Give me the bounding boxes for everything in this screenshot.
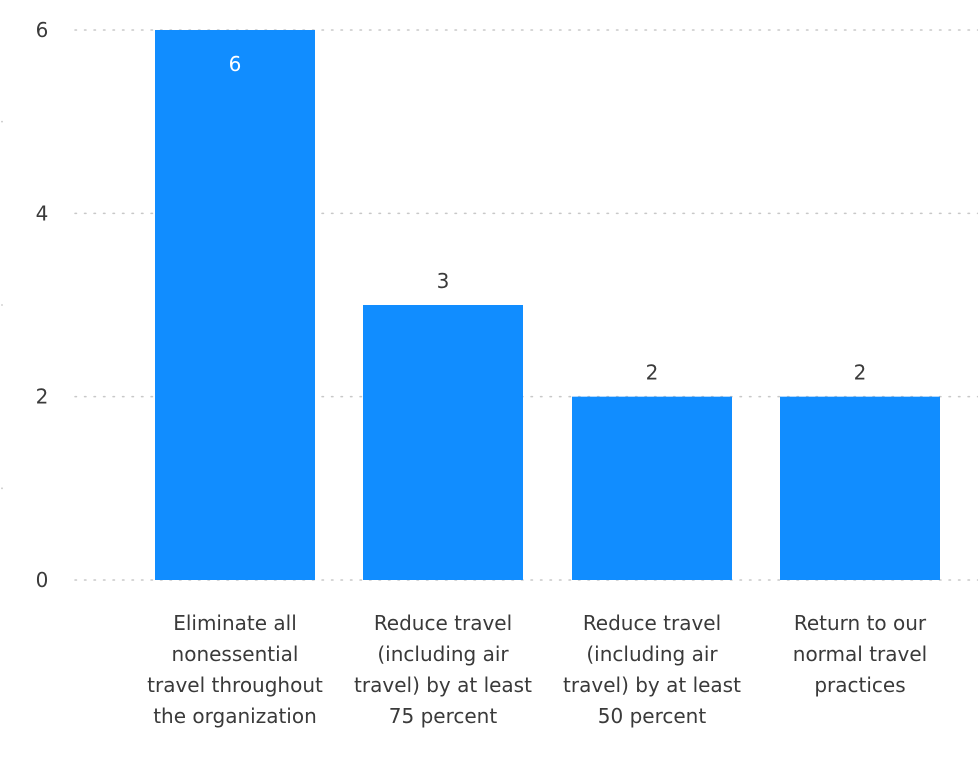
data-label: 3 [437,269,450,293]
data-label: 2 [854,361,867,385]
axis-dot [1,120,3,123]
bar [363,305,523,580]
bar [155,30,315,580]
y-tick-label: 0 [36,568,49,592]
data-label: 6 [229,52,242,76]
data-label: 2 [646,361,659,385]
bar [780,396,940,580]
bar [572,396,732,580]
y-tick-label: 2 [36,385,49,409]
category-label: Reduce travel (including air travel) by … [354,611,532,728]
category-label: Reduce travel (including air travel) by … [563,611,741,728]
category-label: Return to our normal travel practices [792,611,928,697]
category-label: Eliminate all nonessential travel throug… [147,611,323,728]
axis-dot [1,304,3,306]
y-tick-label: 6 [36,18,49,42]
y-tick-label: 4 [36,201,49,225]
axis-dot [1,487,3,490]
